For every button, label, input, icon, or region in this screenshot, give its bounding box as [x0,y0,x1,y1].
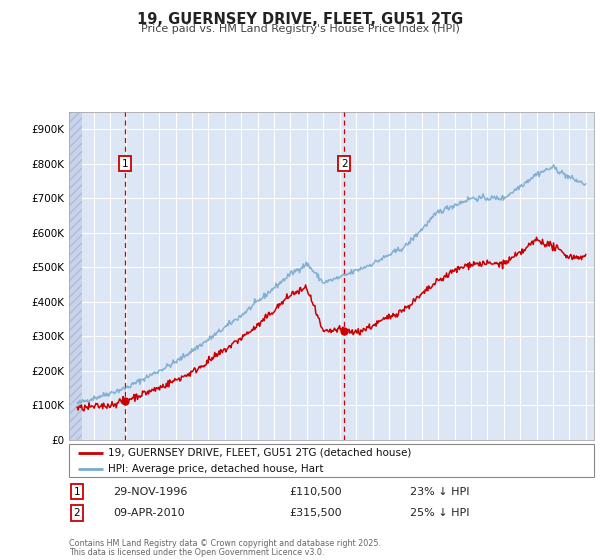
Text: 1: 1 [74,487,80,497]
FancyBboxPatch shape [69,444,594,477]
Text: Contains HM Land Registry data © Crown copyright and database right 2025.: Contains HM Land Registry data © Crown c… [69,539,381,548]
Text: 23% ↓ HPI: 23% ↓ HPI [410,487,470,497]
Text: 2: 2 [341,158,347,169]
Text: 19, GUERNSEY DRIVE, FLEET, GU51 2TG: 19, GUERNSEY DRIVE, FLEET, GU51 2TG [137,12,463,27]
Text: £110,500: £110,500 [290,487,342,497]
Text: This data is licensed under the Open Government Licence v3.0.: This data is licensed under the Open Gov… [69,548,325,557]
Text: 2: 2 [74,508,80,518]
Bar [69,112,82,440]
Text: £315,500: £315,500 [290,508,342,518]
Text: 19, GUERNSEY DRIVE, FLEET, GU51 2TG (detached house): 19, GUERNSEY DRIVE, FLEET, GU51 2TG (det… [109,447,412,458]
Text: Price paid vs. HM Land Registry's House Price Index (HPI): Price paid vs. HM Land Registry's House … [140,24,460,34]
Text: 25% ↓ HPI: 25% ↓ HPI [410,508,470,518]
Text: HPI: Average price, detached house, Hart: HPI: Average price, detached house, Hart [109,464,324,474]
Text: 09-APR-2010: 09-APR-2010 [113,508,185,518]
Text: 29-NOV-1996: 29-NOV-1996 [113,487,188,497]
Text: 1: 1 [122,158,128,169]
